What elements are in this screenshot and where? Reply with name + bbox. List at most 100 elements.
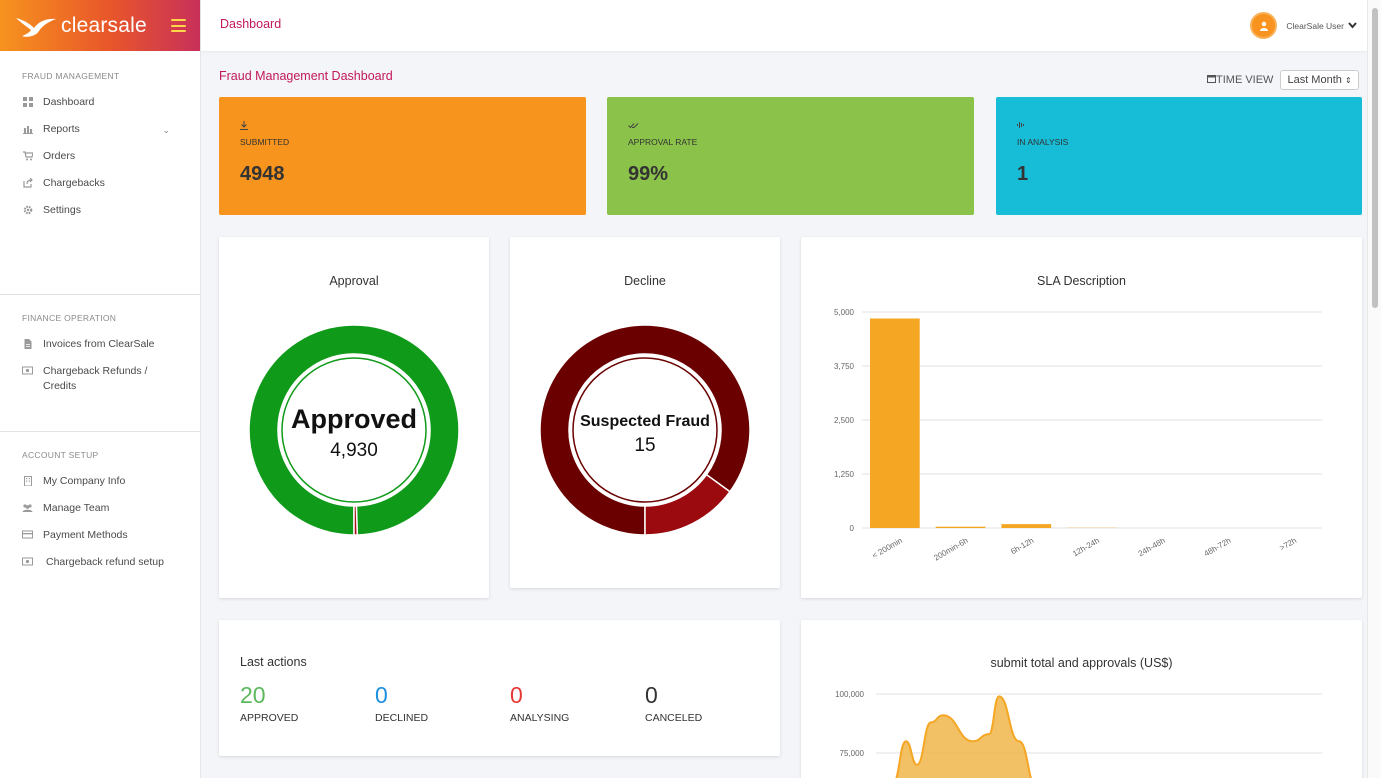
time-view-select[interactable]: Last Month ⇕: [1280, 70, 1359, 90]
last-actions-title: Last actions: [240, 655, 307, 669]
sidebar-item-label: Chargebacks: [43, 177, 105, 189]
sidebar-item-label: Manage Team: [43, 502, 110, 514]
cart-icon: [22, 151, 34, 162]
approval-donut: Approved 4,930: [248, 324, 460, 536]
calendar-icon: [1207, 74, 1216, 86]
chevron-down-icon[interactable]: ⌄: [162, 125, 170, 135]
donut-segment-main[interactable]: [248, 324, 460, 536]
chevron-down-icon[interactable]: [1348, 21, 1357, 31]
sidebar-item-invoices[interactable]: Invoices from ClearSale: [0, 337, 200, 352]
last-action-value: 0: [375, 682, 388, 708]
donut-segment-minor[interactable]: [644, 473, 731, 536]
chart-title: submit total and approvals (US$): [990, 656, 1173, 670]
money-icon: [22, 366, 33, 377]
stat-label: SUBMITTED: [240, 137, 290, 147]
sidebar-heading: FINANCE OPERATION: [22, 313, 117, 323]
last-action-canceled: 0 CANCELED: [645, 682, 702, 724]
credit-card-icon: [22, 530, 33, 541]
sidebar-section-account: ACCOUNT SETUP My Company Info Manage Tea…: [0, 432, 200, 596]
card-title: Decline: [624, 274, 666, 288]
sidebar-item-label: Orders: [43, 150, 76, 162]
sidebar-item-label: Payment Methods: [43, 529, 128, 541]
sidebar-item-label: My Company Info: [43, 475, 126, 487]
breadcrumb[interactable]: Dashboard: [220, 17, 282, 31]
donut-center-label: Suspected Fraud: [580, 413, 710, 430]
y-tick-label: 100,000: [835, 690, 864, 699]
x-tick-label: 24h-48h: [1137, 536, 1167, 558]
page-title: Fraud Management Dashboard: [219, 69, 393, 83]
bar-chart-icon: [22, 124, 33, 135]
last-action-value: 0: [645, 682, 658, 708]
last-action-label: ANALYSING: [510, 712, 570, 724]
sidebar-item-company-info[interactable]: My Company Info: [0, 474, 200, 489]
y-tick-label: 5,000: [834, 308, 855, 317]
card-title: Approval: [329, 274, 379, 288]
donut-segment-main[interactable]: [539, 324, 751, 536]
decline-card: Decline Suspected Fraud 15: [510, 237, 780, 588]
sidebar-section-fraud: FRAUD MANAGEMENT Dashboard Reports ⌄ Ord…: [0, 51, 200, 295]
scrollbar[interactable]: [1367, 0, 1381, 778]
last-action-analysing: 0 ANALYSING: [510, 682, 569, 724]
sidebar-item-settings[interactable]: Settings: [0, 203, 200, 218]
bird-logo-icon: [16, 17, 56, 37]
stat-card-submitted: SUBMITTED 4948: [219, 97, 586, 215]
stat-value: 99%: [628, 163, 669, 185]
sidebar-item-reports[interactable]: Reports ⌄: [0, 122, 200, 137]
x-tick-label: >72h: [1278, 536, 1298, 553]
last-action-value: 0: [510, 682, 523, 708]
submit-total-area-chart: 100,000 75,000: [835, 690, 1322, 778]
sidebar-item-chargeback-refunds[interactable]: Chargeback Refunds / Credits: [0, 364, 200, 394]
gear-icon: [22, 205, 33, 216]
sidebar-item-chargeback-refund-setup[interactable]: Chargeback refund setup: [0, 555, 200, 570]
avatar[interactable]: [1250, 12, 1278, 39]
menu-toggle-icon[interactable]: [171, 19, 186, 32]
sidebar-item-chargebacks[interactable]: Chargebacks: [0, 176, 200, 191]
bar[interactable]: [870, 318, 920, 528]
x-tick-label: 12h-24h: [1071, 536, 1101, 558]
decline-donut: Suspected Fraud 15: [539, 324, 751, 536]
sidebar-item-manage-team[interactable]: Manage Team: [0, 501, 200, 516]
y-tick-label: 3,750: [834, 362, 855, 371]
sidebar-item-dashboard[interactable]: Dashboard: [0, 95, 200, 110]
last-actions-card: Last actions 20 APPROVED 0 DECLINED 0 AN…: [219, 620, 780, 756]
sla-card: SLA Description 5,000 3,750 2,500 1,250 0 < 2…: [801, 237, 1362, 598]
grid-icon: [22, 97, 33, 108]
bar[interactable]: [1001, 524, 1052, 528]
sidebar-item-label: Chargeback Refunds / Credits: [43, 365, 148, 392]
y-tick-label: 0: [850, 524, 855, 533]
stat-label: APPROVAL RATE: [628, 137, 698, 147]
chart-title: SLA Description: [1037, 274, 1126, 288]
user-icon: [1259, 21, 1268, 31]
last-action-declined: 0 DECLINED: [375, 682, 428, 724]
sidebar-heading: FRAUD MANAGEMENT: [22, 71, 120, 81]
y-tick-label: 2,500: [834, 416, 855, 425]
last-action-value: 20: [240, 682, 266, 708]
sidebar-item-orders[interactable]: Orders: [0, 149, 200, 164]
time-view-label: TIME VIEW: [1216, 74, 1274, 86]
sidebar-item-payment-methods[interactable]: Payment Methods: [0, 528, 200, 543]
y-tick-label: 75,000: [840, 749, 865, 758]
donut-segment-minor[interactable]: [353, 505, 359, 536]
last-action-label: DECLINED: [375, 712, 429, 724]
user-name: ClearSale User: [1286, 20, 1344, 31]
brand-bar: clearsale: [0, 0, 200, 51]
sidebar-heading: ACCOUNT SETUP: [22, 450, 99, 460]
sidebar-item-label: Settings: [43, 204, 81, 216]
user-menu[interactable]: ClearSale User: [1250, 12, 1357, 39]
scrollbar-thumb[interactable]: [1372, 8, 1378, 308]
donut-center-value: 15: [634, 435, 655, 456]
area-line[interactable]: [893, 695, 1037, 778]
donut-inner-ring: [281, 357, 427, 503]
money-icon: [22, 557, 33, 568]
top-bar: Dashboard ClearSale User: [201, 0, 1367, 51]
sidebar-item-label: Dashboard: [43, 96, 95, 108]
donut-inner-ring: [572, 357, 718, 503]
approval-card: Approval Approved 4,930: [219, 237, 489, 598]
last-action-approved: 20 APPROVED: [240, 682, 298, 724]
building-icon: [22, 476, 33, 487]
last-action-label: APPROVED: [240, 712, 299, 724]
y-tick-label: 1,250: [834, 470, 855, 479]
donut-center-value: 4,930: [330, 440, 378, 461]
bar[interactable]: [935, 526, 986, 528]
x-tick-label: 200min-6h: [932, 536, 969, 563]
